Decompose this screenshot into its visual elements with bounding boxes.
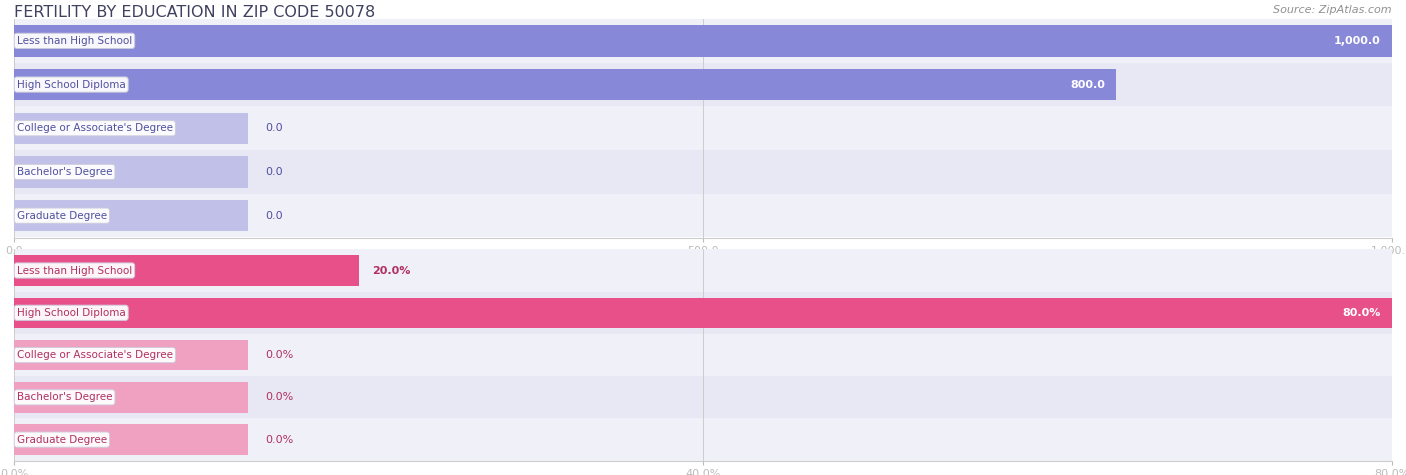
Text: 0.0: 0.0 bbox=[264, 210, 283, 221]
Text: 0.0%: 0.0% bbox=[264, 435, 292, 445]
Bar bbox=[14, 200, 249, 231]
Bar bbox=[14, 25, 1392, 57]
Bar bbox=[14, 376, 1392, 418]
Bar bbox=[14, 340, 249, 370]
Text: Bachelor's Degree: Bachelor's Degree bbox=[17, 167, 112, 177]
Text: 1,000.0: 1,000.0 bbox=[1334, 36, 1381, 46]
Bar bbox=[14, 194, 1392, 238]
Bar bbox=[14, 382, 249, 413]
Text: 0.0%: 0.0% bbox=[264, 350, 292, 360]
Text: Graduate Degree: Graduate Degree bbox=[17, 210, 107, 221]
Text: Graduate Degree: Graduate Degree bbox=[17, 435, 107, 445]
Bar bbox=[14, 63, 1392, 106]
Bar bbox=[14, 249, 1392, 292]
Text: 0.0: 0.0 bbox=[264, 123, 283, 133]
Bar bbox=[14, 69, 1116, 100]
Text: Less than High School: Less than High School bbox=[17, 36, 132, 46]
Bar bbox=[14, 424, 249, 455]
Text: 0.0: 0.0 bbox=[264, 167, 283, 177]
Bar bbox=[14, 150, 1392, 194]
Text: Source: ZipAtlas.com: Source: ZipAtlas.com bbox=[1274, 5, 1392, 15]
Bar bbox=[14, 297, 1392, 328]
Text: High School Diploma: High School Diploma bbox=[17, 79, 125, 90]
Text: 0.0%: 0.0% bbox=[264, 392, 292, 402]
Text: College or Associate's Degree: College or Associate's Degree bbox=[17, 123, 173, 133]
Bar bbox=[14, 106, 1392, 150]
Text: FERTILITY BY EDUCATION IN ZIP CODE 50078: FERTILITY BY EDUCATION IN ZIP CODE 50078 bbox=[14, 5, 375, 20]
Text: 800.0: 800.0 bbox=[1070, 79, 1105, 90]
Text: High School Diploma: High School Diploma bbox=[17, 308, 125, 318]
Text: 20.0%: 20.0% bbox=[373, 266, 411, 276]
Text: 80.0%: 80.0% bbox=[1343, 308, 1381, 318]
Bar bbox=[14, 292, 1392, 334]
Text: College or Associate's Degree: College or Associate's Degree bbox=[17, 350, 173, 360]
Bar bbox=[14, 19, 1392, 63]
Bar bbox=[14, 418, 1392, 461]
Bar bbox=[14, 156, 249, 188]
Bar bbox=[14, 113, 249, 144]
Text: Bachelor's Degree: Bachelor's Degree bbox=[17, 392, 112, 402]
Text: Less than High School: Less than High School bbox=[17, 266, 132, 276]
Bar bbox=[14, 255, 359, 286]
Bar bbox=[14, 334, 1392, 376]
